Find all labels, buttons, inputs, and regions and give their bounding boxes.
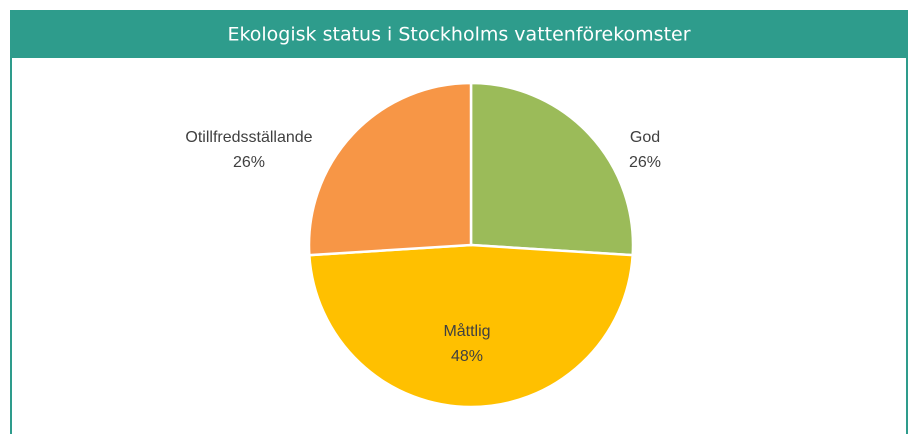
pie-slice: [307, 243, 635, 409]
slice-category-label: Måttlig: [443, 322, 490, 340]
slice-category-label: God: [630, 129, 660, 146]
slice-value-label: 48%: [451, 348, 483, 365]
title-bar: [10, 10, 908, 58]
chart-title: Ekologisk status i Stockholms vattenföre…: [227, 24, 690, 46]
slice-value-label: 26%: [629, 154, 661, 171]
pie-slice: [469, 81, 635, 257]
pie-slice: [307, 81, 473, 257]
slice-category-label: Otillfredsställande: [185, 129, 312, 146]
slice-value-label: 26%: [233, 154, 265, 171]
